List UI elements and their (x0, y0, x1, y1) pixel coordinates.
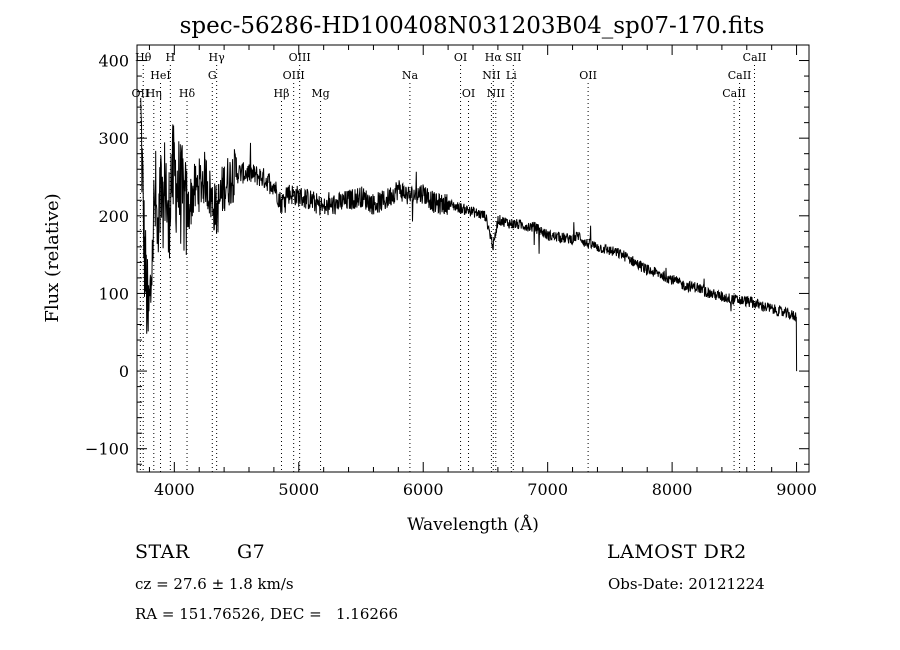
line-marker-label: Hθ (135, 51, 152, 64)
y-tick-label: 200 (98, 207, 129, 226)
survey-name: LAMOST DR2 (607, 541, 747, 563)
line-marker-label: Hδ (179, 87, 196, 100)
x-tick-label: 6000 (403, 480, 444, 499)
spectrum-line (140, 97, 798, 372)
line-marker-label: NII (487, 87, 505, 100)
line-marker-label: OI (454, 51, 467, 64)
line-marker-label: Hα (485, 51, 503, 64)
redshift-value: cz = 27.6 ± 1.8 km/s (135, 575, 294, 593)
emission-line-markers: OII Hθ Hη HeI H Hδ Hγ G Hβ OIII OIII Mg Na OI OI Hα NII N… (132, 51, 767, 472)
x-tick-label: 4000 (154, 480, 195, 499)
line-marker-label: Hβ (274, 87, 290, 100)
y-tick-label: 0 (119, 362, 129, 381)
line-marker-label: Li (506, 69, 517, 82)
line-marker-label: OII (132, 87, 150, 100)
line-marker-label: H (166, 51, 176, 64)
spectral-subclass: G7 (237, 541, 266, 563)
line-marker-label: CaII (743, 51, 767, 64)
line-marker-label: Hγ (209, 51, 226, 64)
line-marker-label: CaII (722, 87, 746, 100)
object-type: STAR (135, 541, 190, 563)
y-tick-label: 100 (98, 284, 129, 303)
x-tick-label: 5000 (278, 480, 319, 499)
line-marker-label: CaII (728, 69, 752, 82)
line-marker-label: OII (579, 69, 597, 82)
sky-coordinates: RA = 151.76526, DEC = 1.16266 (135, 605, 399, 623)
line-marker-label: HeI (150, 69, 170, 82)
y-axis-label: Flux (relative) (42, 193, 63, 322)
line-marker-label: G (208, 69, 217, 82)
line-marker-label: Mg (311, 87, 329, 100)
observation-date: Obs-Date: 20121224 (608, 575, 765, 593)
y-tick-label: −100 (85, 440, 129, 459)
line-marker-label: Hη (146, 87, 162, 100)
plot-frame (136, 44, 810, 473)
line-marker-label: OI (462, 87, 475, 100)
line-marker-label: Na (402, 69, 419, 82)
x-tick-label: 8000 (652, 480, 693, 499)
line-marker-label: SII (505, 51, 521, 64)
x-axis-label: Wavelength (Å) (407, 514, 539, 535)
x-tick-label: 7000 (527, 480, 568, 499)
axis-tick-labels: 4000 5000 6000 7000 8000 9000 −100 0 100 200 300 40… (85, 52, 817, 499)
axis-ticks (137, 44, 809, 472)
y-tick-label: 300 (98, 129, 129, 148)
x-tick-label: 9000 (776, 480, 817, 499)
y-tick-label: 400 (98, 52, 129, 71)
line-marker-label: OIII (283, 69, 305, 82)
chart-title: spec-56286-HD100408N031203B04_sp07-170.f… (180, 13, 765, 39)
line-marker-label: NII (482, 69, 500, 82)
line-marker-label: OIII (289, 51, 311, 64)
